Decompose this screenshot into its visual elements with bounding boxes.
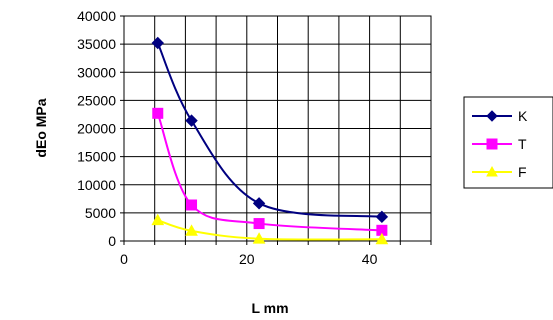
legend-item-k: K bbox=[472, 108, 528, 124]
data-point bbox=[375, 232, 389, 245]
x-tick-label: 20 bbox=[239, 251, 255, 267]
legend-marker bbox=[486, 110, 498, 122]
data-point bbox=[186, 199, 198, 211]
y-tick-label: 25000 bbox=[77, 92, 116, 108]
y-tick-label: 5000 bbox=[85, 205, 116, 221]
series-layer bbox=[151, 36, 389, 245]
series-line bbox=[157, 219, 382, 241]
legend-marker bbox=[486, 165, 498, 177]
data-point bbox=[185, 224, 198, 236]
data-point bbox=[152, 107, 164, 119]
legend-item-t: T bbox=[472, 136, 527, 152]
series-k bbox=[151, 36, 389, 224]
series-line bbox=[156, 42, 382, 218]
y-tick-label: 0 bbox=[108, 233, 116, 249]
y-tick-label: 30000 bbox=[77, 64, 116, 80]
legend: KTF bbox=[463, 96, 553, 189]
data-point bbox=[253, 218, 265, 230]
legend-box bbox=[463, 96, 553, 189]
x-tick-label: 0 bbox=[120, 251, 128, 267]
x-axis-ticks: 0 20 40 bbox=[120, 241, 432, 267]
data-point bbox=[252, 232, 266, 244]
y-tick-label: 35000 bbox=[77, 36, 116, 52]
y-tick-label: 20000 bbox=[77, 121, 116, 137]
data-point bbox=[375, 210, 389, 224]
series-f bbox=[151, 213, 389, 245]
y-axis-ticks: 0 5000 10000 15000 20000 25000 30000 35000 40000 bbox=[77, 8, 124, 249]
legend-label: F bbox=[518, 164, 527, 180]
data-point bbox=[151, 213, 165, 226]
legend-marker bbox=[486, 138, 498, 150]
data-point bbox=[185, 114, 198, 127]
legend-label: T bbox=[518, 136, 527, 152]
x-axis-title: L mm bbox=[251, 300, 288, 316]
data-point bbox=[252, 197, 266, 210]
y-axis-title: dEo MPa bbox=[33, 98, 49, 157]
x-tick-label: 40 bbox=[362, 251, 378, 267]
y-tick-label: 10000 bbox=[77, 177, 116, 193]
y-tick-label: 15000 bbox=[77, 149, 116, 165]
series-line bbox=[156, 112, 382, 232]
data-point bbox=[151, 36, 164, 50]
series-t bbox=[152, 107, 388, 236]
legend-item-f: F bbox=[472, 164, 527, 180]
legend-label: K bbox=[518, 108, 528, 124]
y-tick-label: 40000 bbox=[77, 8, 116, 24]
